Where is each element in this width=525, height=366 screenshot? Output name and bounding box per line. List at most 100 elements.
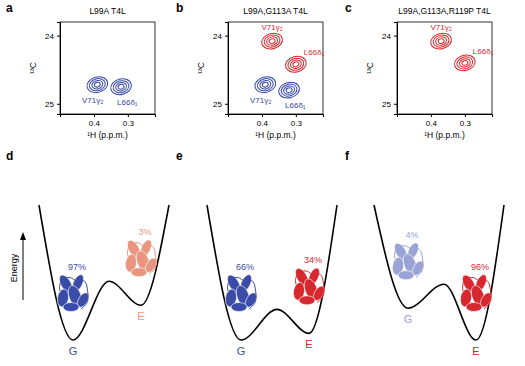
tick: 0.4	[426, 114, 438, 128]
contour-level	[85, 75, 109, 95]
protein-glyph	[124, 238, 159, 277]
tick-label: 24	[45, 32, 54, 41]
peak-contours	[260, 31, 284, 51]
axis-line	[398, 115, 493, 118]
peak-label: V71γ₂	[82, 96, 103, 105]
contour-level	[286, 87, 293, 93]
contour-level	[292, 61, 299, 67]
peak-label: L66δ₁	[285, 101, 306, 110]
peak-label: L66δ₁	[304, 48, 325, 57]
y-axis-title: ¹³C	[196, 62, 206, 74]
tick: 25	[382, 100, 397, 109]
panel-letter: b	[176, 1, 183, 15]
protein-glyph	[459, 273, 494, 312]
tick-label: 25	[213, 100, 222, 109]
tick-label: 0.4	[426, 119, 438, 128]
tick-mark	[394, 104, 397, 105]
axis-line	[61, 115, 156, 118]
tick-label: 24	[213, 32, 222, 41]
helix	[231, 303, 247, 312]
plot-frame	[228, 22, 323, 114]
contour-level	[289, 59, 302, 70]
panel-letter: e	[176, 149, 183, 163]
tick-mark	[225, 36, 228, 37]
tick-mark	[465, 114, 466, 117]
panel-letter: c	[345, 1, 352, 15]
tick: 0.4	[89, 114, 101, 128]
helix	[398, 271, 414, 280]
tick-label: 0.4	[89, 119, 101, 128]
protein-glyph	[292, 266, 327, 305]
axis-line	[229, 115, 324, 118]
tick: 0.4	[257, 114, 269, 128]
peak-contours	[277, 80, 301, 100]
tick-label: 0.3	[123, 119, 135, 128]
plot-frame	[397, 22, 492, 114]
contour-level	[429, 31, 453, 51]
tick-mark	[394, 36, 397, 37]
x-axis-title: ¹H (p.p.m.)	[424, 130, 465, 140]
energy-curve	[207, 205, 337, 340]
spectrum-panel: L99A,G113A T4L 0.40.3 24 25 ¹H (p.p.m.) ¹³C V7…	[196, 6, 325, 140]
population-label: 4%	[405, 230, 418, 240]
peak-label: L66δ₁	[473, 47, 494, 56]
peak-contours	[253, 75, 277, 95]
contour-level	[259, 79, 272, 90]
helix	[299, 296, 315, 305]
y-axis: 24 25	[382, 23, 397, 115]
contour-level	[458, 58, 471, 69]
axis-line	[57, 23, 61, 115]
contour-level	[266, 36, 279, 47]
landscape-panel: 66%G34%E	[207, 205, 337, 357]
tick-mark	[128, 114, 129, 117]
protein-glyph	[56, 273, 91, 312]
tick-label: 0.4	[257, 119, 269, 128]
peak-label: V71γ₂	[261, 23, 282, 32]
contour-level	[435, 36, 448, 47]
tick-mark	[225, 104, 228, 105]
population-label: 96%	[471, 262, 489, 272]
panel-title: L99A,G113A T4L	[243, 6, 308, 16]
tick-label: 25	[382, 100, 391, 109]
loop	[60, 278, 89, 310]
landscape-panel: 4%G96%E	[374, 205, 504, 357]
state-label: E	[137, 310, 144, 322]
energy-arrow-head	[20, 232, 26, 240]
protein-glyph	[391, 241, 426, 280]
loop	[296, 271, 325, 303]
peak-labels: V71γ₂ L66δ₁	[82, 96, 138, 107]
contour-level	[109, 77, 133, 97]
peak-label: L66δ₁	[117, 98, 138, 107]
peak-contours	[429, 31, 453, 51]
peaks	[253, 31, 308, 100]
loop	[228, 278, 257, 310]
contour-level	[94, 82, 101, 88]
contour-level	[277, 80, 301, 100]
contour-level	[283, 85, 296, 96]
x-axis: 0.40.3	[229, 114, 324, 128]
state-label: G	[404, 313, 413, 325]
x-axis: 0.40.3	[398, 114, 493, 128]
contour-level	[438, 38, 445, 44]
state-label: G	[237, 345, 246, 357]
x-axis-title: ¹H (p.p.m.)	[87, 130, 128, 140]
panel-letter: a	[6, 1, 13, 15]
tick: 25	[213, 100, 228, 109]
y-axis-title: Energy	[9, 253, 19, 282]
loop	[395, 246, 424, 278]
tick: 24	[382, 32, 397, 41]
protein-glyph	[224, 273, 259, 312]
x-axis-title: ¹H (p.p.m.)	[255, 130, 296, 140]
axis-line	[394, 23, 398, 115]
loop	[463, 278, 492, 310]
peak-contours	[85, 75, 109, 95]
contour-level	[461, 60, 468, 66]
contour-level	[262, 82, 269, 88]
contour-level	[91, 79, 104, 90]
y-axis: 2425	[45, 23, 60, 115]
spectrum-panel: L99A,G113A,R119P T4L0.40.32425¹H (p.p.m.…	[365, 6, 494, 140]
landscape-panel: 97%G3%EEnergy	[9, 205, 169, 357]
helix	[63, 303, 79, 312]
population-label: 66%	[236, 262, 254, 272]
y-axis-title: ¹³C	[365, 62, 375, 74]
